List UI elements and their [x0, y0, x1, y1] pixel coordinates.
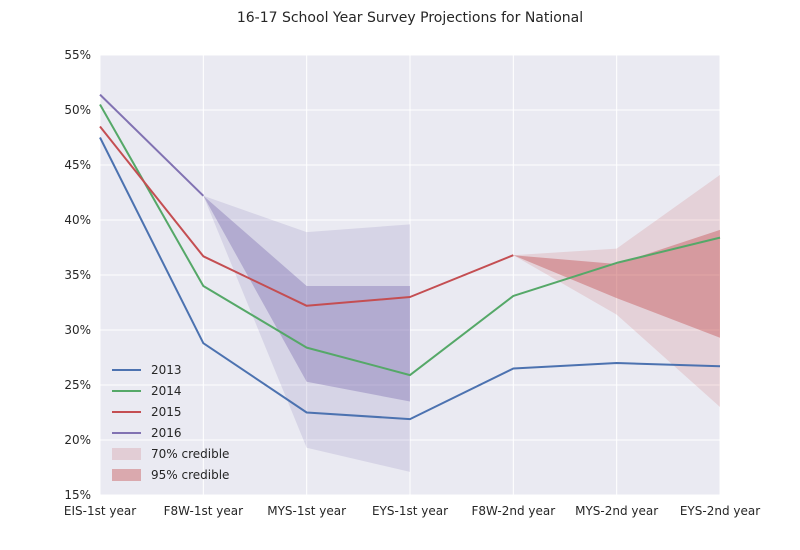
series-line-2015 [99, 125, 514, 307]
credible-bands [203, 174, 720, 472]
series-line-2016 [99, 93, 205, 197]
series-line-2014 [99, 104, 721, 377]
y-tick-label: 55% [64, 48, 91, 62]
series-line-2013 [99, 137, 721, 421]
y-tick-label: 50% [64, 103, 91, 117]
y-tick-label: 25% [64, 378, 91, 392]
y-tick-label: 35% [64, 268, 91, 282]
legend-label: 2014 [151, 384, 182, 398]
x-tick-label: MYS-2nd year [575, 504, 658, 518]
legend-label: 2013 [151, 363, 182, 377]
legend-label: 2016 [151, 426, 182, 440]
y-tick-label: 40% [64, 213, 91, 227]
chart-title: 16-17 School Year Survey Projections for… [237, 10, 583, 26]
x-tick-label: MYS-1st year [267, 504, 346, 518]
credible-band-95 [203, 195, 410, 402]
legend-label: 70% credible [151, 447, 229, 461]
credible-band-70 [513, 174, 720, 407]
x-tick-label: EYS-2nd year [680, 504, 760, 518]
credible-band-95 [513, 229, 720, 338]
legend-swatch-70-credible [112, 448, 141, 460]
legend-swatch-95-credible [112, 469, 141, 481]
x-tick-label: EYS-1st year [372, 504, 448, 518]
legend-label: 95% credible [151, 468, 229, 482]
y-tick-label: 45% [64, 158, 91, 172]
y-tick-label: 30% [64, 323, 91, 337]
legend: 2013 2014 2015 2016 70% credible 95% credible [112, 363, 229, 482]
x-axis-ticks: EIS-1st year F8W-1st year MYS-1st year EYS-… [64, 504, 760, 518]
x-tick-label: F8W-2nd year [471, 504, 555, 518]
y-axis-ticks: 15% 20% 25% 30% 35% 40% 45% 50% 55% [64, 48, 91, 502]
legend-label: 2015 [151, 405, 182, 419]
y-tick-label: 15% [64, 488, 91, 502]
credible-band-70 [203, 195, 410, 472]
x-tick-label: EIS-1st year [64, 504, 136, 518]
y-tick-label: 20% [64, 433, 91, 447]
x-tick-label: F8W-1st year [164, 504, 243, 518]
series-lines [99, 93, 721, 421]
grid-lines [99, 54, 721, 496]
